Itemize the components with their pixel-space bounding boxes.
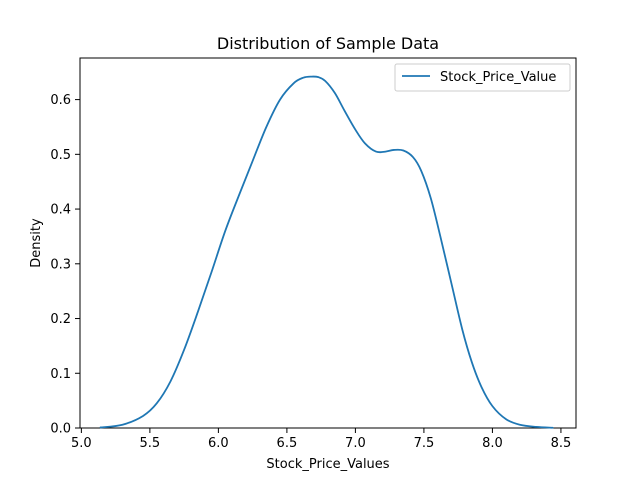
y-tick-label: 0.6 bbox=[50, 93, 71, 108]
x-tick-label: 5.0 bbox=[71, 436, 92, 451]
plot-area-frame bbox=[79, 57, 577, 429]
y-tick-label: 0.3 bbox=[50, 257, 71, 272]
y-tick-label: 0.0 bbox=[50, 422, 71, 437]
x-tick-label: 8.0 bbox=[482, 436, 503, 451]
series-line-stock-price-value bbox=[99, 75, 554, 429]
y-tick-label: 0.2 bbox=[50, 312, 71, 327]
y-axis-ticks: 0.0 0.1 0.2 0.3 0.4 0.5 0.6 bbox=[50, 93, 80, 437]
chart-title: Distribution of Sample Data bbox=[217, 34, 439, 53]
x-tick-label: 7.0 bbox=[345, 436, 366, 451]
y-tick-label: 0.1 bbox=[50, 367, 71, 382]
x-tick-label: 8.5 bbox=[551, 436, 572, 451]
y-tick-label: 0.4 bbox=[50, 203, 71, 218]
x-tick-label: 6.0 bbox=[208, 436, 229, 451]
x-axis-label: Stock_Price_Values bbox=[266, 457, 389, 472]
y-tick-label: 0.5 bbox=[50, 148, 71, 163]
x-tick-label: 5.5 bbox=[140, 436, 161, 451]
legend-box bbox=[394, 63, 571, 92]
y-axis-label: Density bbox=[29, 218, 44, 268]
x-tick-label: 6.5 bbox=[277, 436, 298, 451]
x-tick-label: 7.5 bbox=[414, 436, 435, 451]
legend: Stock_Price_Value bbox=[394, 63, 571, 92]
legend-label-stock-price-value: Stock_Price_Value bbox=[440, 70, 556, 85]
x-axis-ticks: 5.0 5.5 6.0 6.5 7.0 7.5 8.0 8.5 bbox=[71, 428, 571, 451]
